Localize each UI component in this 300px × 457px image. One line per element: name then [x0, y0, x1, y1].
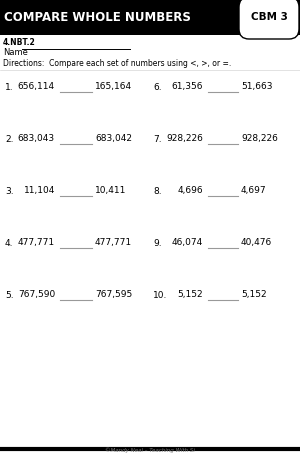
Text: 8.: 8.	[153, 186, 162, 196]
Text: 477,771: 477,771	[18, 239, 55, 248]
Text: 928,226: 928,226	[241, 134, 278, 143]
Text: 477,771: 477,771	[95, 239, 132, 248]
Text: 928,226: 928,226	[166, 134, 203, 143]
Text: 10.: 10.	[153, 291, 167, 299]
Text: COMPARE WHOLE NUMBERS: COMPARE WHOLE NUMBERS	[4, 11, 191, 24]
Text: 4,697: 4,697	[241, 186, 267, 196]
Text: Name: Name	[3, 48, 28, 57]
Text: 767,595: 767,595	[95, 291, 132, 299]
Text: 656,114: 656,114	[18, 83, 55, 91]
Text: 4.NBT.2: 4.NBT.2	[3, 38, 36, 47]
Text: 683,043: 683,043	[18, 134, 55, 143]
Bar	[0, 0, 300, 35]
Text: 61,356: 61,356	[172, 83, 203, 91]
Text: 165,164: 165,164	[95, 83, 132, 91]
Text: ©Mandy Neal – Teaching With Si: ©Mandy Neal – Teaching With Si	[105, 447, 195, 453]
Text: 5,152: 5,152	[241, 291, 267, 299]
Text: 11,104: 11,104	[24, 186, 55, 196]
Text: 4.: 4.	[5, 239, 14, 248]
Text: 4,696: 4,696	[177, 186, 203, 196]
Text: 2.: 2.	[5, 134, 14, 143]
Text: 6.: 6.	[153, 83, 162, 91]
Text: 51,663: 51,663	[241, 83, 272, 91]
Text: 9.: 9.	[153, 239, 162, 248]
Text: 1.: 1.	[5, 83, 14, 91]
Text: 10,411: 10,411	[95, 186, 126, 196]
Text: CBM 3: CBM 3	[250, 12, 287, 22]
Text: 40,476: 40,476	[241, 239, 272, 248]
Text: 3.: 3.	[5, 186, 14, 196]
Text: 46,074: 46,074	[172, 239, 203, 248]
Text: 5,152: 5,152	[177, 291, 203, 299]
Text: 7.: 7.	[153, 134, 162, 143]
FancyBboxPatch shape	[239, 0, 299, 39]
Text: Directions:  Compare each set of numbers using <, >, or =.: Directions: Compare each set of numbers …	[3, 59, 231, 68]
Text: 767,590: 767,590	[18, 291, 55, 299]
Text: 683,042: 683,042	[95, 134, 132, 143]
Text: 5.: 5.	[5, 291, 14, 299]
